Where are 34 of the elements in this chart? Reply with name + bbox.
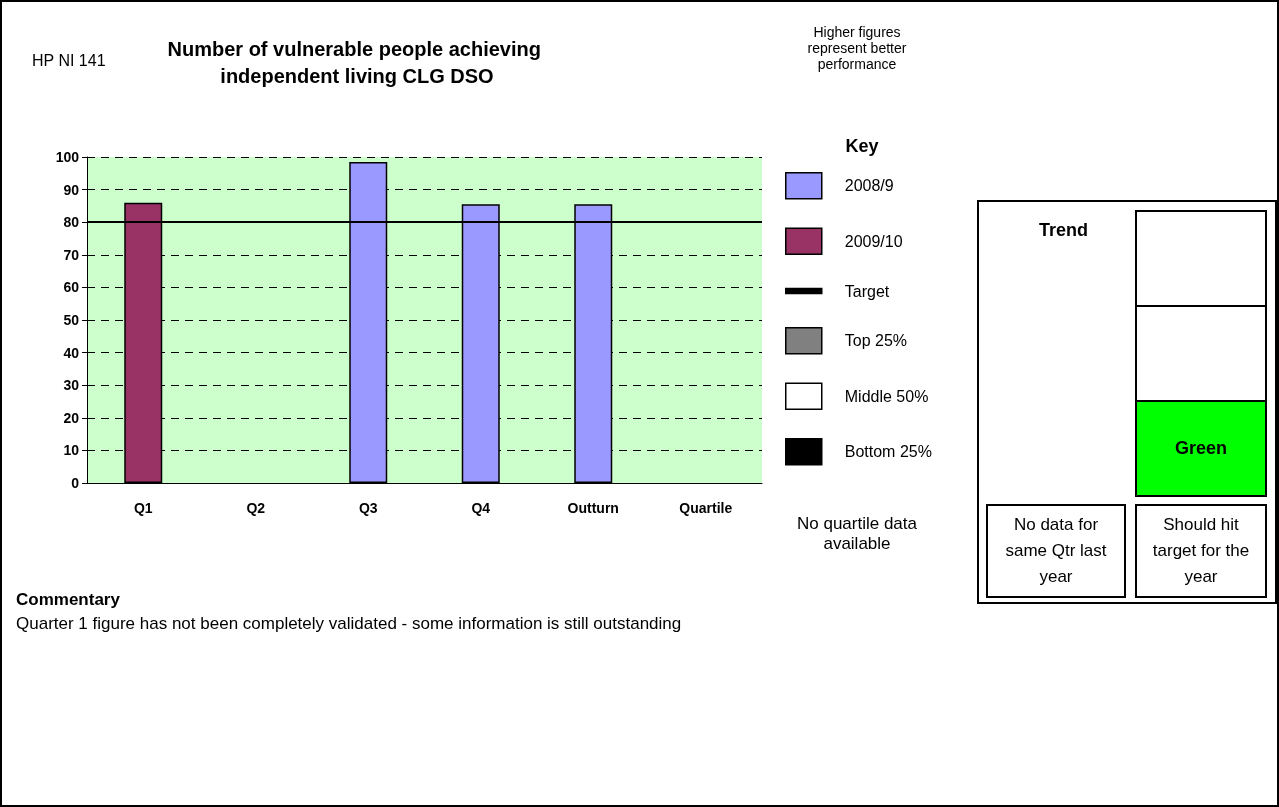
y-tick-label: 10 <box>63 442 80 459</box>
legend-label: Top 25% <box>844 332 908 350</box>
y-tick-label: 40 <box>63 344 80 361</box>
x-tick-label: Q3 <box>358 500 378 516</box>
legend-label: Bottom 25% <box>844 443 932 461</box>
text: Quarter 1 figure has not been completely validated - some information is still outstanding <box>16 614 683 634</box>
y-tick-label: 100 <box>55 149 80 165</box>
x-tick-label: Outturn <box>567 500 619 516</box>
text: No data for same Qtr last year <box>986 504 1126 598</box>
y-tick-label: 20 <box>63 409 80 426</box>
x-tick-label: Q2 <box>246 500 266 516</box>
chart-title: Number of vulnerable people achieving independent living CLG DSO <box>167 37 547 87</box>
x-tick-label: Quartile <box>679 500 733 516</box>
y-tick-label: 90 <box>63 181 80 198</box>
y-tick-label: 50 <box>63 312 80 328</box>
text: Should hit target for the year <box>1135 504 1267 598</box>
text: Commentary <box>16 590 121 610</box>
text: HP NI 141 <box>32 52 106 69</box>
legend-title: Key <box>845 136 879 156</box>
text: Trend <box>1039 220 1089 241</box>
legend-label: Target <box>844 282 890 300</box>
status-box: Green <box>1135 400 1267 497</box>
y-tick-label: 70 <box>63 246 80 263</box>
y-tick-label: 80 <box>63 214 80 231</box>
y-tick-label: 60 <box>63 279 80 296</box>
legend-label: 2009/10 <box>844 232 903 250</box>
text: No quartile data available <box>796 514 918 554</box>
text: Higher figures represent better performance <box>806 24 908 72</box>
y-tick-label: 30 <box>63 377 80 394</box>
y-tick-label: 0 <box>71 475 80 491</box>
x-tick-label: Q4 <box>471 500 491 516</box>
legend-label: 2008/9 <box>844 177 894 195</box>
legend-label: Middle 50% <box>844 387 929 405</box>
x-tick-label: Q1 <box>133 500 153 516</box>
